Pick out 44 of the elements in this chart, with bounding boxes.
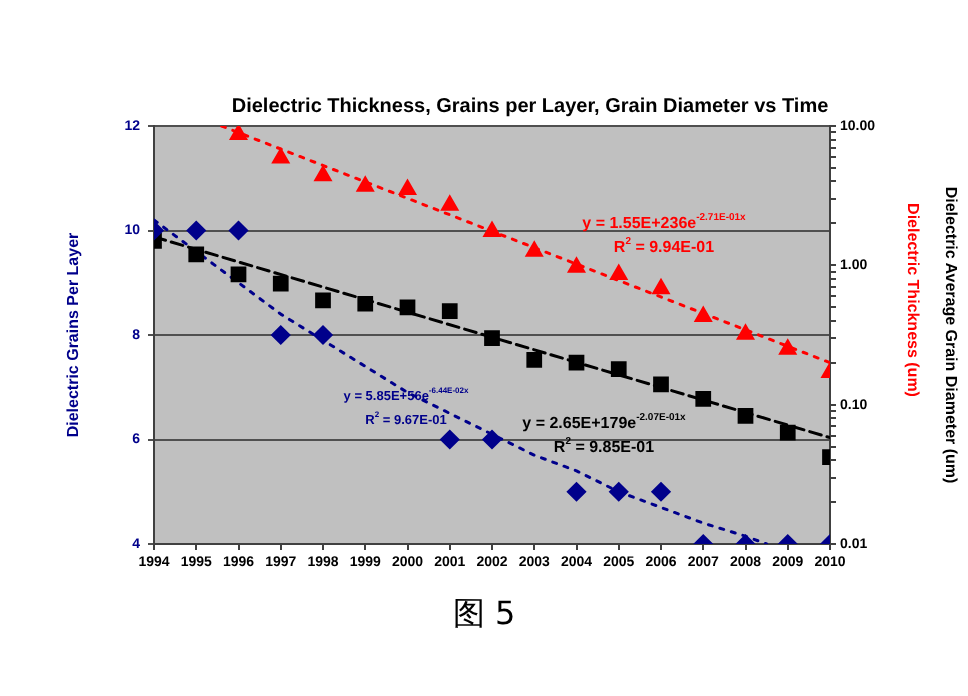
point [526, 351, 543, 368]
y2-axis-title: Dielectric Average Grain Diameter (um) [941, 186, 960, 485]
caption: 图 5 [452, 594, 516, 633]
point [441, 195, 459, 211]
point [695, 391, 712, 407]
point [399, 299, 416, 316]
point [314, 166, 332, 182]
point [441, 303, 458, 319]
point [694, 306, 712, 322]
point [567, 482, 586, 502]
point [313, 325, 333, 345]
point [230, 126, 247, 140]
point [356, 176, 374, 192]
point [568, 354, 585, 371]
point [315, 292, 331, 309]
point [610, 361, 627, 377]
point [482, 430, 502, 449]
point [484, 330, 500, 347]
text: Dielectric Thickness (um) [903, 203, 922, 398]
point [440, 430, 460, 449]
chart-title: Dielectric Thickness, Grains per Layer, Grain Diameter vs Time [231, 95, 830, 118]
point [483, 221, 501, 237]
point [779, 339, 797, 355]
point [525, 241, 543, 257]
point [357, 295, 374, 312]
point [737, 324, 754, 340]
point [271, 325, 291, 345]
point [230, 266, 247, 283]
point [188, 246, 205, 263]
point [652, 279, 670, 295]
point [568, 257, 585, 273]
point [186, 221, 206, 240]
point [651, 482, 671, 502]
y-axis-title: Dielectric Grains Per Layer [64, 232, 83, 438]
point [399, 180, 416, 196]
line-series [154, 218, 769, 544]
point [737, 408, 754, 424]
point [229, 221, 248, 240]
point [272, 148, 290, 164]
point [653, 376, 669, 393]
point [609, 482, 629, 502]
point [610, 264, 628, 280]
point [779, 424, 796, 441]
point [272, 275, 289, 292]
